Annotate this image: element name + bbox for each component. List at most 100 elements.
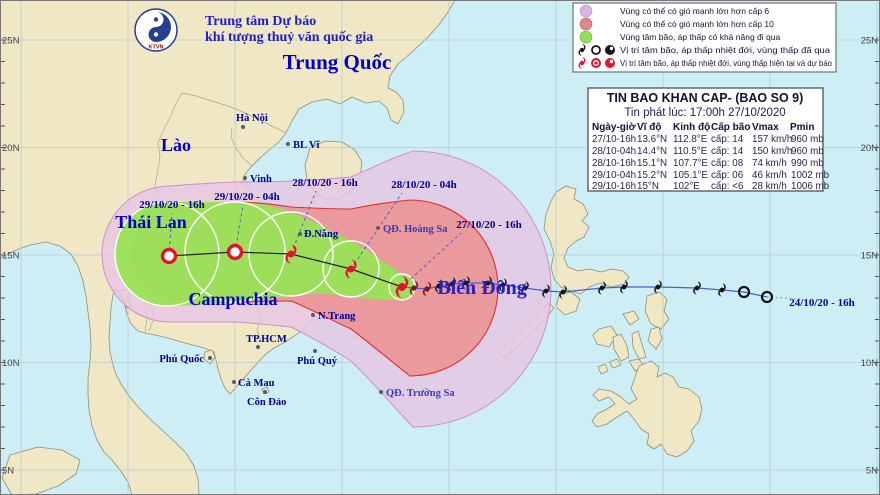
lat-label-right: 25N [861,36,879,47]
track-label-2810-04h: 28/10/20 - 04h [391,179,456,191]
svg-text:107.7°E: 107.7°E [673,158,708,169]
svg-text:28/10-16h: 28/10-16h [592,158,636,169]
city-label-phu-quoc: Phú Quốc [159,354,204,365]
bulletin-issued: Tin phát lúc: 17:00h 27/10/2020 [624,107,785,119]
svg-text:cấp: <6: cấp: <6 [711,181,744,192]
svg-text:1002 mb: 1002 mb [791,170,830,181]
agency-name-line1: Trung tâm Dự báo [205,14,316,29]
sumatra-tip [1,446,81,495]
svg-text:15.2°N: 15.2°N [637,170,667,181]
legend-cap10-icon [579,17,593,31]
city-label-hoang-sa: QĐ. Hoàng Sa [383,224,448,235]
svg-text:960 mb: 960 mb [791,134,824,145]
forecast-low-icon [226,243,244,261]
past-low-icon [737,285,751,299]
svg-text:29/10-16h: 29/10-16h [592,181,636,192]
track-label-2710-16h: 27/10/20 - 16h [456,219,521,231]
city-label-ha-noi: Hà Nội [236,113,268,124]
col-header-cap: Cấp bão [711,121,750,133]
svg-text:74 km/h: 74 km/h [752,158,787,169]
lat-label-right: 5N [866,466,878,477]
small-island [597,363,609,375]
country-label-thai-lan: Thái Lan [115,212,187,232]
svg-text:15.1°N: 15.1°N [637,158,667,169]
date-leader-line [401,232,462,288]
city-label-ca-mau: Cà Mau [238,378,275,389]
table-row: 29/10-16h 15°N 102°E cấp: <6 28 km/h 1006 mb [592,181,830,192]
storm-track [114,190,803,307]
legend-item-label: Vùng tâm bão, áp thấp có khả năng đi qua [620,32,780,42]
svg-text:960 mb: 960 mb [791,146,824,157]
legend-item-label: Vùng có thể có gió mạnh lớn hơn cấp 6 [620,6,769,16]
table-row: 27/10-16h 13.6°N 112.8°E cấp: 14 157 km/h960… [592,134,824,145]
lat-label-right: 20N [861,143,879,154]
luzon-island [543,185,630,295]
city-label-con-dao: Côn Đảo [247,397,286,408]
legend-past-icons [577,43,615,57]
negros-island [612,333,630,362]
table-row: 28/10-16h 15.1°N 107.7°E cấp: 08 74 km/h 990 … [592,158,824,169]
table-row: 29/10-04h 15.2°N 105.1°E cấp: 06 46 km/h 1002… [592,170,830,181]
svg-text:157 km/h: 157 km/h [752,134,792,145]
city-label-truong-sa: QĐ. Trường Sa [386,388,455,399]
legend-item-label: Vùng có thể có gió mạnh lớn hơn cấp 10 [620,19,774,29]
svg-text:150 km/h: 150 km/h [752,146,792,157]
lat-label-right: 10N [861,358,879,369]
masbate-island [622,310,640,326]
col-header-lat: Vĩ độ [637,122,661,133]
cebu-island [631,330,647,360]
track-label-2910-16h: 29/10/20 - 16h [139,199,204,211]
agency-header: KTVN Trung tâm Dự báo khí tượng thuỷ văn… [134,8,373,52]
forecast-low-icon [160,247,178,265]
svg-text:13.6°N: 13.6°N [637,134,667,145]
logo-text: KTVN [149,45,164,51]
map-labels: Trung Quốc Lào Thái Lan Campuchia Biển Đ… [115,50,527,309]
city-label-phu-quy: Phú Quý [297,356,338,367]
legend: Vùng có thể có gió mạnh lớn hơn cấp 6 Vù… [572,2,837,73]
lat-label-left: 20N [2,143,20,154]
legend-current-icons [577,56,615,70]
svg-text:29/10-04h: 29/10-04h [592,170,636,181]
svg-text:1006 mb: 1006 mb [791,181,830,192]
col-header-lon: Kinh độ [673,122,710,133]
svg-text:46 km/h: 46 km/h [752,170,787,181]
leyte-island [647,326,663,350]
panay-island [592,325,618,348]
lat-label-left: 25N [2,36,20,47]
svg-text:105.1°E: 105.1°E [673,170,708,181]
agency-logo: KTVN [134,8,178,52]
sea-label-bien-dong: Biển Đông [437,277,526,299]
legend-center-icon [579,30,593,44]
bulletin-title: TIN BAO KHAN CAP- (BAO SO 9) [607,91,804,105]
lat-label-right: 15N [861,251,879,262]
country-label-trung-quoc: Trung Quốc [283,50,392,74]
latitude-labels: 25N 25N 20N 20N 15N 15N 10N 10N 5N 5N [2,36,878,477]
table-row: 28/10-04h 14.4°N 110.5°E cấp: 14 150 km/h960… [592,146,824,157]
probability-circle [322,240,380,298]
track-label-2810-16h: 28/10/20 - 16h [292,177,357,189]
probability-circle [248,211,334,297]
svg-text:28/10-04h: 28/10-04h [592,146,636,157]
city-label-bl-vi: BL Vĩ [293,140,320,151]
col-header-vmax: Vmax [752,122,779,133]
probability-circle [114,201,220,307]
lat-label-left: 10N [2,358,20,369]
svg-text:28 km/h: 28 km/h [752,181,787,192]
city-labels: Hà Nội BL Vĩ Vinh Đ.Nẵng N.Trang TP.HCM … [159,113,455,408]
city-label-nha-trang: N.Trang [318,311,356,322]
track-label-2910-04h: 29/10/20 - 04h [214,191,279,203]
small-island [608,358,622,369]
track-label-2410-16h: 24/10/20 - 16h [789,297,854,309]
svg-text:15°N: 15°N [637,181,659,192]
bulletin-table: TIN BAO KHAN CAP- (BAO SO 9) Tin phát lú… [587,87,830,192]
legend-cap6-icon [579,4,593,18]
date-leader-line [290,190,317,255]
svg-text:cấp: 14: cấp: 14 [711,146,744,157]
country-label-lao: Lào [161,135,191,155]
svg-text:cấp: 06: cấp: 06 [711,170,744,181]
legend-item-label: Vị trí tâm bão, áp thấp nhiệt đới, vùng … [620,45,830,55]
country-label-campuchia: Campuchia [188,289,277,309]
storm-center-zone [115,202,415,306]
